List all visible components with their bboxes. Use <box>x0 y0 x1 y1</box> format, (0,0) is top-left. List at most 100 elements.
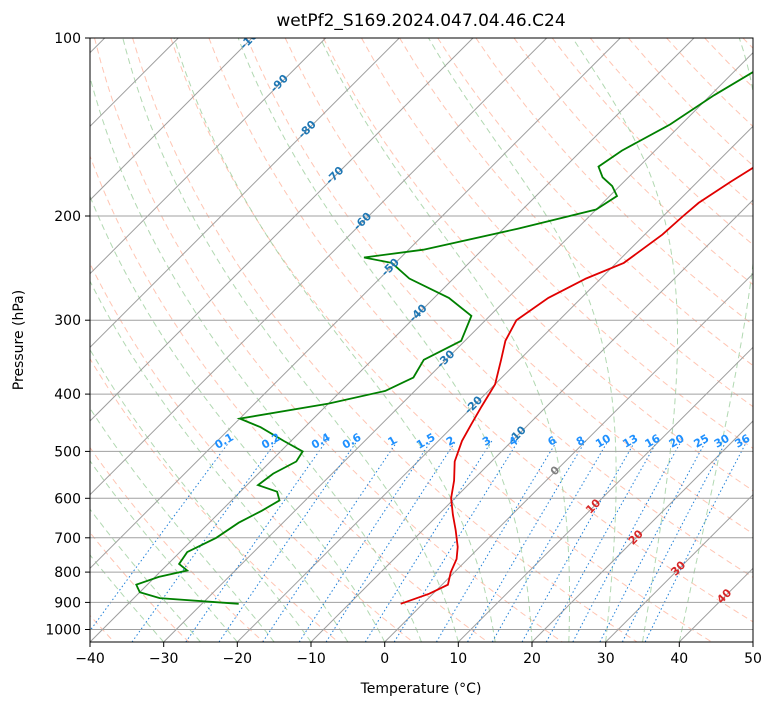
mixing-ratio-label: 2 <box>444 434 457 449</box>
dry-adiabat-line <box>284 38 753 535</box>
x-tick-label: −20 <box>223 651 253 667</box>
pressure-grid <box>90 38 753 630</box>
dewpoint-profile-line <box>135 70 753 605</box>
dry-adiabat-line <box>90 357 339 642</box>
moist-adiabat-line <box>90 459 238 642</box>
y-tick-label: 400 <box>54 387 81 403</box>
x-tick-label: 0 <box>380 651 389 667</box>
dry-adiabat-line <box>513 38 753 286</box>
isotherm-line <box>90 38 548 496</box>
y-tick-label: 200 <box>54 209 81 225</box>
mixing-ratio-line <box>545 440 658 642</box>
mixing-ratio-line <box>435 440 558 642</box>
moist-adiabat-line <box>173 38 496 642</box>
moist-adiabat-line <box>90 508 201 642</box>
moist-adiabat-line <box>122 38 459 642</box>
isotherm-label: -60 <box>351 209 374 232</box>
dry-adiabat-line <box>437 38 753 367</box>
moist-adiabat-line <box>319 38 570 642</box>
mixing-ratio-line <box>90 440 231 632</box>
mixing-ratio-label: 1.5 <box>414 431 437 452</box>
background-lines <box>90 38 753 642</box>
mixing-ratio-label: 1 <box>386 434 399 449</box>
mixing-ratio-label: 0.4 <box>309 430 333 451</box>
dry-adiabat-line <box>208 38 753 623</box>
temperature-profile-line <box>400 166 753 605</box>
mixing-ratio-label: 0.6 <box>340 430 364 451</box>
x-axis: −40 −30 −20 −10 0 10 20 30 40 50 <box>75 642 762 667</box>
x-axis-title: Temperature (°C) <box>360 681 482 697</box>
y-axis: 100 200 300 400 500 600 700 800 900 1000 <box>45 31 90 639</box>
x-tick-label: −30 <box>149 651 179 667</box>
mixing-ratio-label: 0.1 <box>213 431 236 452</box>
dry-adiabat-line <box>90 531 190 642</box>
isotherm-label: -90 <box>268 72 291 95</box>
mixing-ratio-label: 0.2 <box>259 431 282 452</box>
x-tick-label: 50 <box>744 651 762 667</box>
dry-adiabat-line <box>90 446 264 642</box>
isotherm-line <box>90 38 400 349</box>
mixing-ratio-line <box>262 440 399 642</box>
moist-adiabat-line <box>90 407 275 642</box>
mixing-ratio-label: 25 <box>691 432 711 451</box>
dry-adiabat-line <box>704 38 753 88</box>
mixing-ratio-label: 13 <box>621 432 641 451</box>
mixing-ratio-line <box>364 440 493 642</box>
x-tick-label: 40 <box>670 651 688 667</box>
dry-adiabat-line <box>246 38 753 578</box>
dry-adiabat-line <box>475 38 753 326</box>
moist-adiabat-line <box>90 348 312 642</box>
isotherm-line <box>310 199 753 642</box>
x-tick-label: 20 <box>523 651 541 667</box>
mixing-ratio-line <box>491 440 609 642</box>
y-tick-label: 900 <box>54 595 81 611</box>
chart-title: wetPf2_S169.2024.047.04.46.C24 <box>276 11 565 31</box>
dry-adiabat-line <box>90 262 414 642</box>
dry-adiabat-line <box>132 38 638 642</box>
mixing-ratio-line <box>393 440 519 642</box>
isotherm-line <box>457 346 753 642</box>
dry-adiabat-line <box>589 38 753 206</box>
dry-adiabat-line <box>666 38 753 128</box>
y-tick-label: 1000 <box>45 623 81 639</box>
y-tick-label: 500 <box>54 444 81 460</box>
y-tick-label: 300 <box>54 313 81 329</box>
isotherm-line <box>236 125 753 642</box>
mixing-ratio-label: 16 <box>643 432 663 451</box>
dry-adiabat-line <box>742 38 753 49</box>
moist-adiabat-line <box>237 38 533 642</box>
mixing-ratio-line <box>467 440 586 642</box>
moist-adiabat-line <box>572 38 678 642</box>
mixing-ratio-label: 10 <box>593 432 613 451</box>
warm-isotherm-label: 30 <box>668 558 688 578</box>
dry-adiabat-line <box>90 154 488 642</box>
y-tick-label: 700 <box>54 531 81 547</box>
y-tick-label: 800 <box>54 565 81 581</box>
dry-adiabat-line <box>94 38 563 642</box>
profile-series <box>135 70 753 605</box>
isotherm-line <box>90 38 621 570</box>
isotherm-line <box>90 38 327 275</box>
dry-adiabat-line <box>322 38 753 492</box>
isotherm-line <box>90 38 695 642</box>
mixing-ratio-line <box>644 440 748 642</box>
mixing-ratio-label: 6 <box>545 433 558 448</box>
mixing-ratio-line <box>131 440 278 642</box>
y-tick-label: 600 <box>54 491 81 507</box>
isoline-labels: -100-90-80-70-60-50-40-30-20-100.1 0.2 0.4… <box>213 38 753 606</box>
mixing-ratio-line <box>521 440 636 642</box>
x-tick-label: −10 <box>296 651 326 667</box>
y-tick-label: 100 <box>54 31 81 47</box>
mixing-ratio-label: 20 <box>667 432 687 451</box>
isotherm-line <box>384 272 753 642</box>
mixing-ratio-line <box>218 440 358 642</box>
mixing-ratio-line <box>298 440 432 642</box>
moist-adiabat-line <box>90 554 165 642</box>
isotherm-line <box>605 493 753 642</box>
isotherm-label: -30 <box>434 347 457 370</box>
mixing-ratio-label: 36 <box>733 432 753 451</box>
x-tick-label: 30 <box>597 651 615 667</box>
isotherm-line <box>531 420 753 642</box>
x-tick-label: 10 <box>449 651 467 667</box>
